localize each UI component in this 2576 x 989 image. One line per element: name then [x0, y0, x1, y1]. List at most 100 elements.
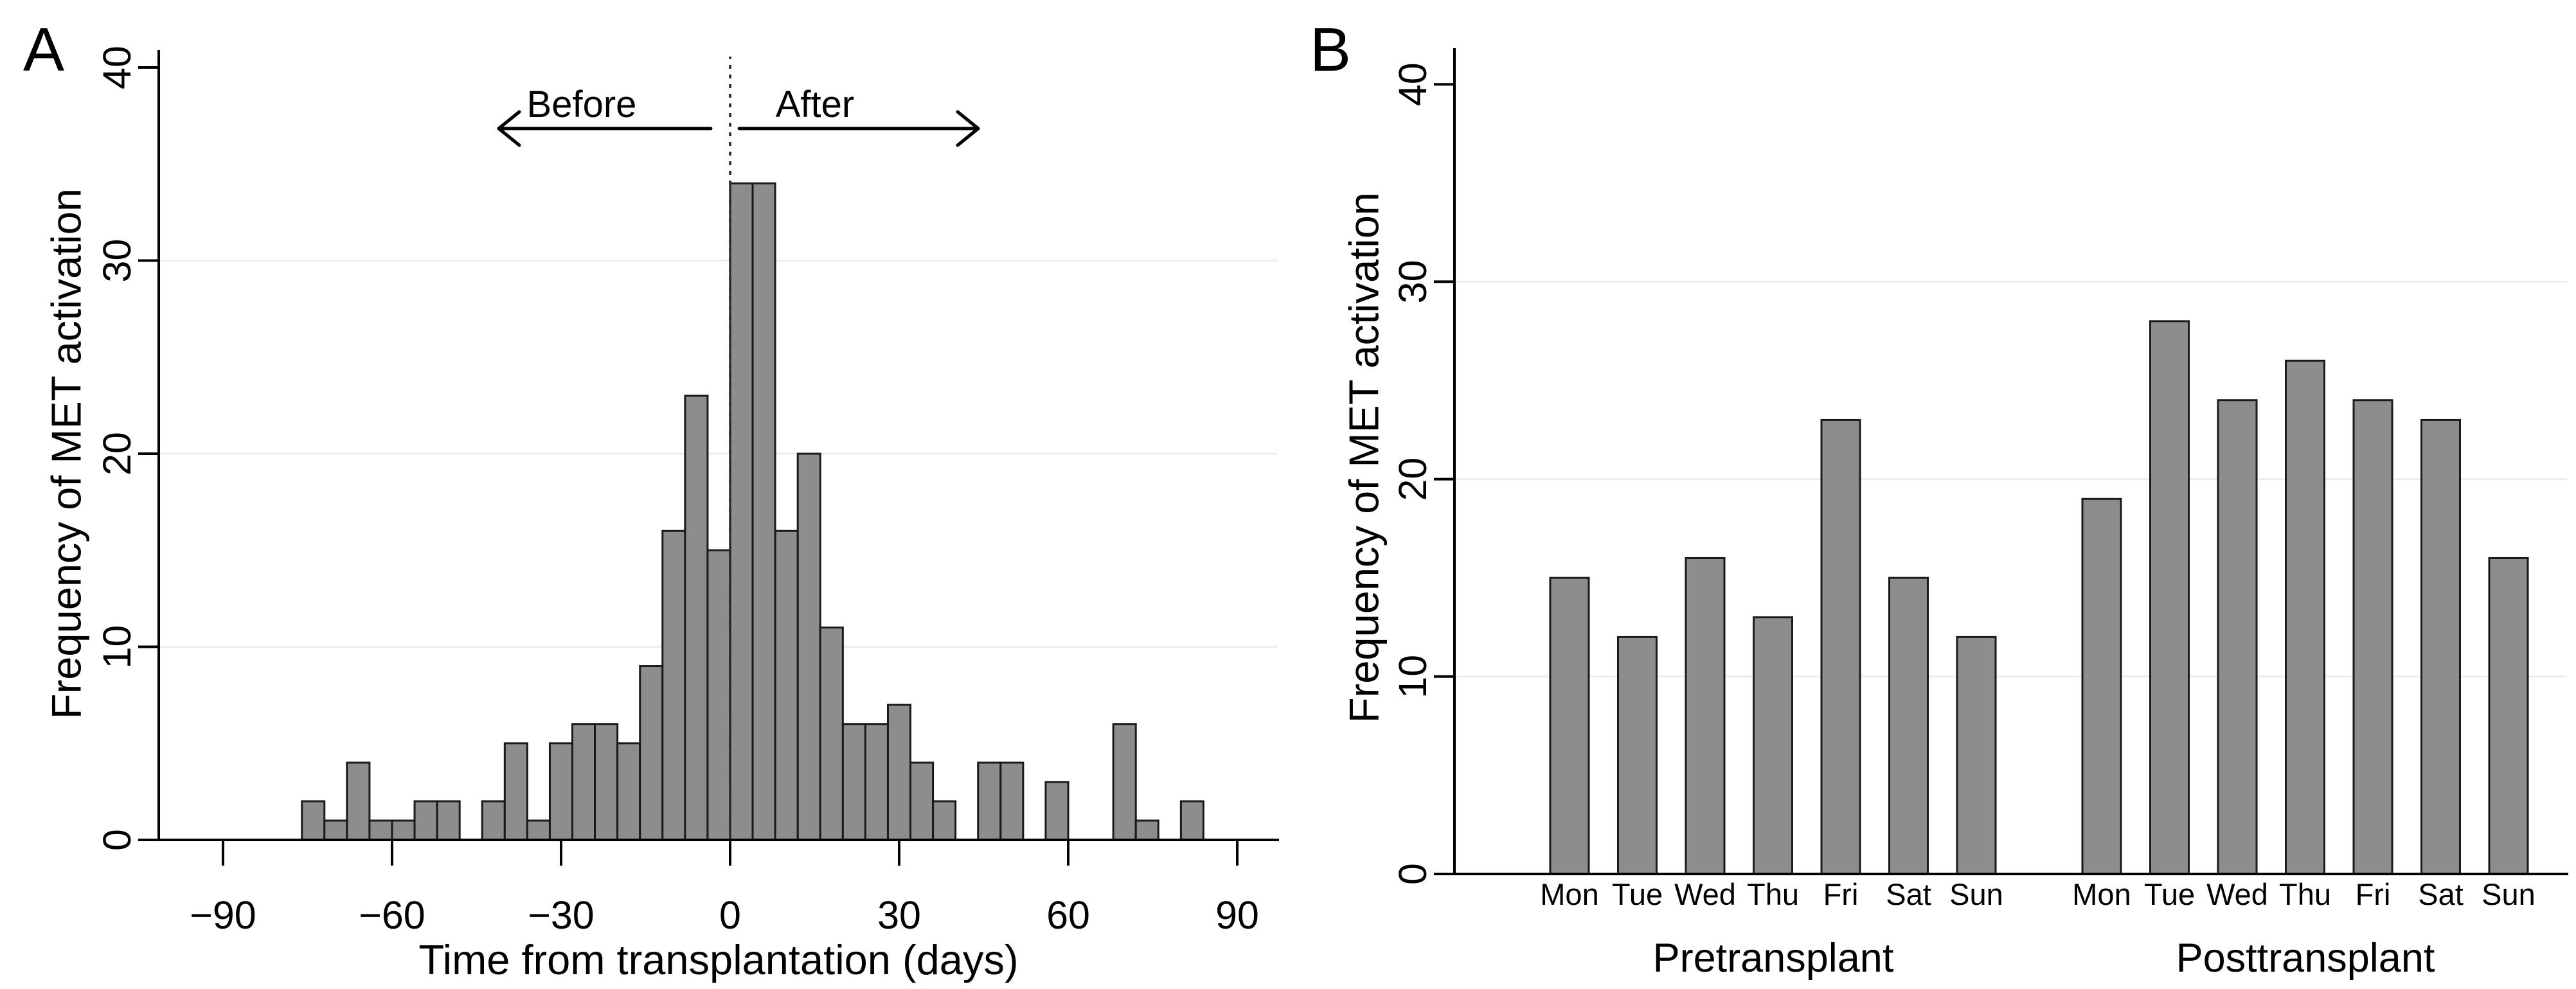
- category-bar: [2420, 418, 2461, 875]
- y-tick-label: 0: [1391, 863, 1435, 885]
- panel-b-y-axis-title: Frequency of MET activation: [1341, 192, 1388, 723]
- panel-a-histogram: −90 −60 −30 0 30 60 90 0 10 20 30 40 A Frequency o…: [23, 15, 1279, 983]
- panel-a-bars: [301, 182, 1204, 841]
- histogram-bar: [1044, 781, 1069, 841]
- category-bar: [2285, 359, 2325, 875]
- histogram-bar: [729, 182, 754, 841]
- day-of-week-label: Wed: [1674, 877, 1736, 911]
- panel-a-y-ticks: 0 10 20 30 40: [95, 46, 159, 851]
- panel-b-y-ticks: 0 10 20 30 40: [1391, 62, 1454, 885]
- panel-a-y-axis-title: Frequency of MET activation: [43, 188, 90, 719]
- histogram-bar: [436, 800, 461, 841]
- y-tick-label: 40: [95, 46, 139, 89]
- category-bar: [1888, 576, 1929, 875]
- panel-b-letter: B: [1310, 15, 1351, 84]
- y-tick-label: 0: [95, 829, 139, 851]
- before-arrowhead-icon: [497, 110, 521, 147]
- day-of-week-label: Sat: [1886, 877, 1931, 911]
- histogram-bar: [1179, 800, 1204, 841]
- y-tick-label: 10: [1391, 655, 1435, 699]
- histogram-bar: [1134, 819, 1159, 841]
- panel-a-axes: [157, 50, 1279, 841]
- category-bar: [2217, 399, 2258, 875]
- category-bar: [2352, 399, 2393, 875]
- panel-b-category-labels: Mon Tue Wed Thu Fri Sat Sun Mon Tue Wed Thu Fri Sat S…: [1540, 877, 2536, 911]
- y-tick-label: 40: [1391, 62, 1435, 106]
- day-of-week-label: Sun: [1949, 877, 2003, 911]
- histogram-bar: [864, 723, 889, 841]
- x-tick-label: −60: [359, 893, 425, 937]
- histogram-bar: [413, 800, 438, 841]
- x-tick-label: 90: [1215, 893, 1259, 937]
- histogram-bar: [751, 182, 776, 841]
- histogram-bar: [1112, 723, 1137, 841]
- histogram-bar: [391, 819, 416, 841]
- before-annotation-label: Before: [527, 84, 637, 125]
- histogram-bar: [706, 549, 731, 841]
- x-tick-label: 0: [719, 893, 741, 937]
- histogram-bar: [841, 723, 866, 841]
- histogram-bar: [526, 819, 551, 841]
- day-of-week-label: Sat: [2418, 877, 2464, 911]
- y-tick-label: 30: [95, 239, 139, 283]
- histogram-bar: [548, 742, 574, 841]
- day-of-week-label: Tue: [2144, 877, 2195, 911]
- histogram-bar: [819, 626, 844, 841]
- category-bar: [2149, 320, 2190, 875]
- panel-b-gridlines: [1456, 280, 2567, 678]
- histogram-bar: [301, 800, 326, 841]
- day-of-week-label: Tue: [1612, 877, 1663, 911]
- y-tick-label: 20: [1391, 458, 1435, 501]
- after-annotation-label: After: [776, 84, 855, 125]
- x-tick-label: −30: [528, 893, 594, 937]
- histogram-bar: [977, 762, 1002, 841]
- histogram-bar: [932, 800, 957, 841]
- day-of-week-label: Thu: [1747, 877, 1799, 911]
- panel-a-letter: A: [23, 15, 64, 84]
- y-tick-label: 30: [1391, 260, 1435, 303]
- histogram-bar: [796, 452, 821, 841]
- histogram-bar: [616, 742, 641, 841]
- category-bar: [1549, 576, 1590, 875]
- category-bar: [2488, 557, 2529, 875]
- day-of-week-label: Mon: [1540, 877, 1598, 911]
- histogram-bar: [774, 530, 799, 841]
- day-of-week-label: Mon: [2072, 877, 2131, 911]
- histogram-bar: [661, 530, 686, 841]
- histogram-bar: [571, 723, 596, 841]
- panel-b-bars: [1549, 320, 2529, 875]
- y-tick-label: 20: [95, 432, 139, 476]
- posttransplant-group-label: Posttransplant: [2176, 936, 2435, 981]
- histogram-bar: [503, 742, 528, 841]
- day-of-week-label: Fri: [2356, 877, 2391, 911]
- x-tick-label: 60: [1046, 893, 1090, 937]
- category-bar: [1685, 557, 1726, 875]
- x-tick-label: −90: [190, 893, 256, 937]
- category-bar: [1956, 636, 1997, 875]
- x-tick-label: 30: [877, 893, 921, 937]
- histogram-bar: [368, 819, 393, 841]
- day-of-week-label: Wed: [2206, 877, 2268, 911]
- panel-b-bar-chart: 0 10 20 30 40 Mon Tue Wed Thu Fri Sat Sun Mon Tue Wed…: [1310, 15, 2568, 981]
- histogram-bar: [684, 395, 709, 841]
- category-bar: [1617, 636, 1658, 875]
- histogram-bar: [999, 762, 1024, 841]
- day-of-week-label: Sun: [2482, 877, 2536, 911]
- category-bar: [2081, 497, 2122, 875]
- pretransplant-group-label: Pretransplant: [1653, 936, 1894, 981]
- panel-a-x-ticks: −90 −60 −30 0 30 60 90: [190, 840, 1259, 937]
- panel-a-annotation-arrows: [497, 110, 980, 147]
- histogram-bar: [639, 665, 664, 841]
- histogram-bar: [909, 762, 935, 841]
- day-of-week-label: Thu: [2279, 877, 2331, 911]
- panel-a-x-axis-title: Time from transplantation (days): [418, 936, 1018, 983]
- histogram-bar: [481, 800, 506, 841]
- histogram-bar: [323, 819, 348, 841]
- y-tick-label: 10: [95, 625, 139, 669]
- category-bar: [1753, 616, 1793, 875]
- day-of-week-label: Fri: [1823, 877, 1859, 911]
- after-arrowhead-icon: [956, 110, 980, 147]
- panel-b-axes: [1453, 48, 2568, 875]
